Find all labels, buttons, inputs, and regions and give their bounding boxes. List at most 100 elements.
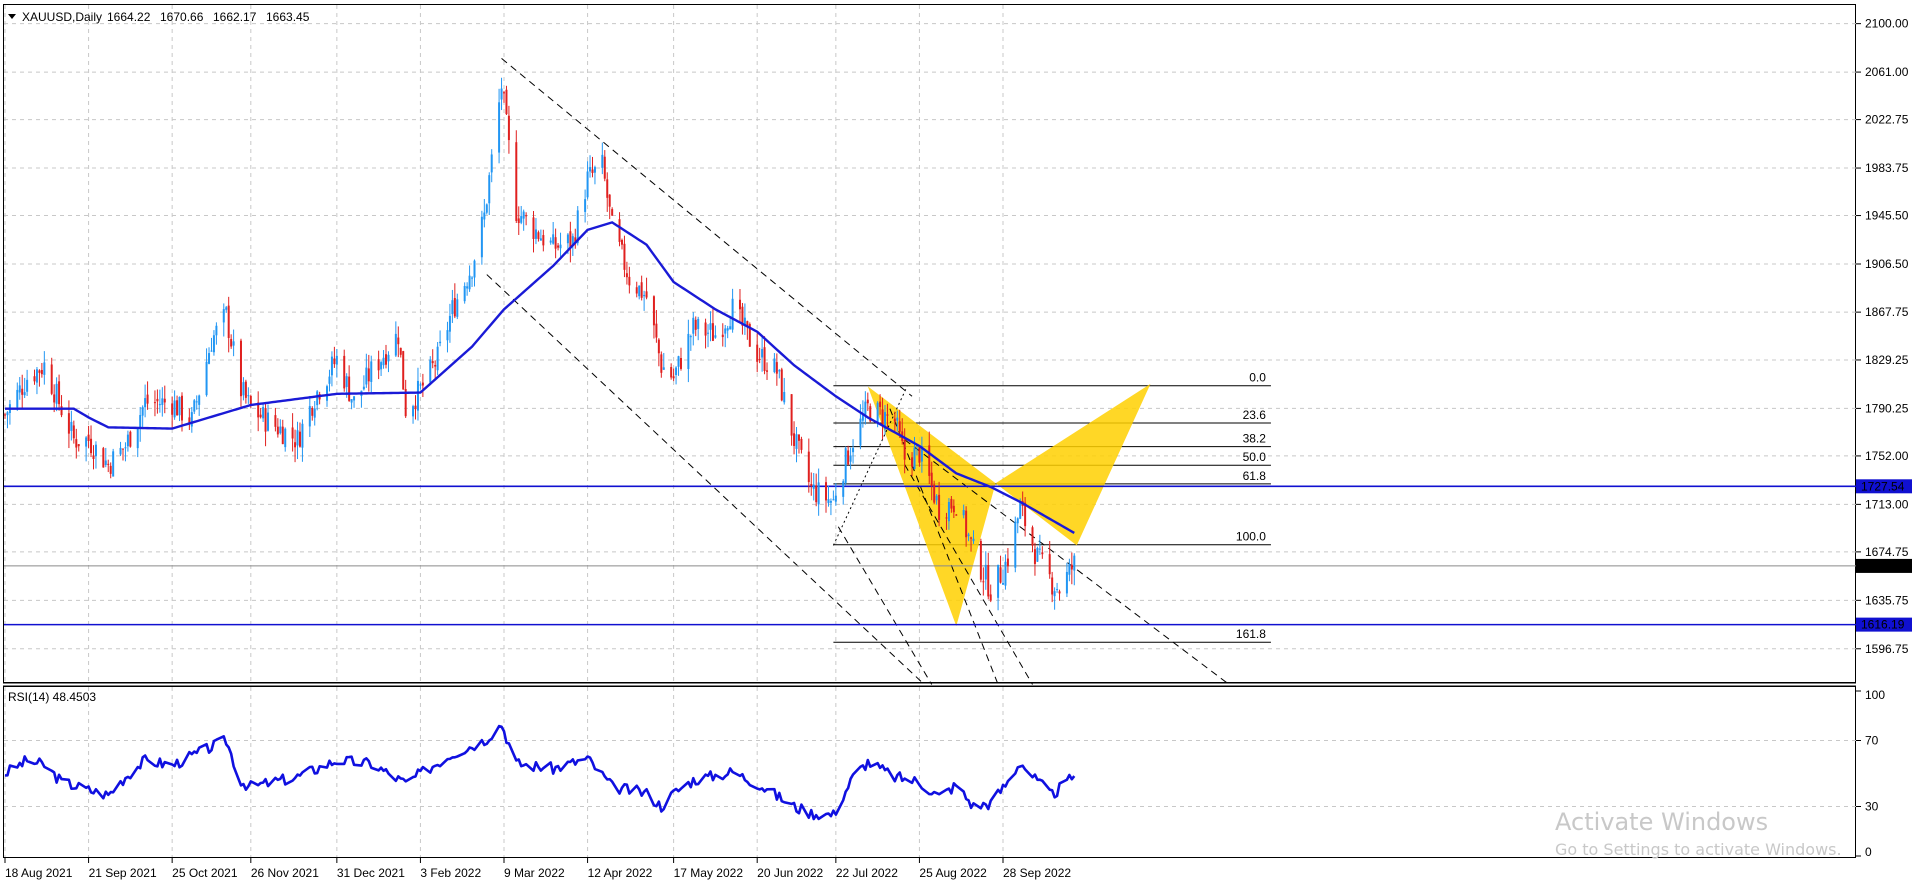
candle-body [75, 439, 78, 448]
time-tick-label: 9 Mar 2022 [504, 866, 565, 880]
candle-body [311, 408, 314, 416]
price-tick-label: 1752.00 [1865, 449, 1909, 463]
candle-body [982, 581, 985, 583]
candle-body [94, 444, 97, 457]
candle-body [259, 414, 262, 418]
candle-body [158, 404, 161, 406]
candle-body [640, 282, 643, 298]
candle-body [119, 447, 122, 455]
time-tick-label: 12 Apr 2022 [588, 866, 653, 880]
candle-body [370, 361, 373, 382]
candle-body [623, 243, 626, 270]
candle-body [935, 495, 938, 501]
candle-body [136, 427, 139, 449]
candle-body [490, 154, 493, 173]
candle-body [965, 510, 968, 538]
candle-body [35, 369, 38, 383]
candle-body [834, 495, 837, 502]
candle-body [952, 505, 955, 513]
candle-body [284, 428, 287, 448]
trend-line [904, 464, 1033, 685]
candle-body [144, 398, 147, 408]
candle-body [267, 412, 270, 431]
price-tick-label: 2100.00 [1865, 17, 1909, 31]
candle-body [711, 323, 714, 341]
candle-body [178, 396, 181, 416]
candle-body [1031, 527, 1034, 546]
candle-body [1070, 564, 1073, 570]
candle-body [503, 92, 505, 94]
candle-body [434, 365, 437, 367]
candle-body [552, 234, 555, 244]
candle-body [451, 300, 454, 315]
candle-body [746, 321, 749, 326]
candle-body [972, 538, 975, 542]
candle-body [576, 210, 579, 244]
candle-body [522, 211, 525, 219]
candle-body [741, 306, 744, 326]
candle-body [603, 156, 606, 179]
candle-body [679, 357, 682, 369]
candle-body [601, 154, 604, 168]
candle-body [731, 298, 734, 330]
price-tick-label: 1596.75 [1865, 642, 1909, 656]
price-tick-label: 1945.50 [1865, 209, 1909, 223]
candle-body [156, 398, 159, 402]
candle-body [453, 298, 456, 317]
candle-body [571, 236, 574, 245]
candle-body [163, 398, 166, 403]
candle-body [279, 426, 282, 434]
collapse-triangle-icon[interactable] [8, 14, 16, 19]
candle-body [402, 351, 405, 390]
candle-body [343, 355, 346, 389]
trend-line [486, 274, 925, 685]
candle-body [930, 472, 933, 486]
candle-body [483, 212, 486, 220]
ohlc-close: 1663.45 [266, 10, 310, 24]
candle-body [488, 175, 491, 204]
candle-body [480, 216, 483, 258]
fib-level-label: 23.6 [1243, 408, 1267, 422]
candle-body [591, 169, 594, 173]
candle-body [861, 414, 864, 421]
time-tick-label: 26 Nov 2021 [251, 866, 319, 880]
candle-body [249, 396, 252, 406]
candle-body [262, 406, 265, 419]
candle-body [92, 455, 95, 459]
candle-body [313, 408, 316, 418]
candle-body [962, 510, 965, 516]
candle-body [967, 534, 970, 537]
candle-body [748, 323, 751, 347]
candle-body [773, 358, 776, 373]
candle-body [419, 384, 422, 386]
time-tick-label: 28 Sep 2022 [1003, 866, 1071, 880]
candle-body [1033, 549, 1036, 564]
candle-body [124, 447, 127, 449]
candle-body [643, 294, 646, 297]
candle-body [210, 350, 213, 352]
candle-body [471, 277, 474, 279]
candle-body [232, 341, 235, 346]
candle-body [404, 388, 407, 417]
price-marker-box [1856, 558, 1912, 573]
candle-body [534, 229, 537, 239]
candle-body [173, 400, 176, 418]
candle-body [394, 333, 397, 356]
rsi-axis: 100 70 30 0 [1856, 688, 1885, 859]
candle-body [21, 388, 24, 395]
candle-body [298, 431, 301, 447]
candle-body [586, 171, 589, 198]
time-tick-label: 17 May 2022 [674, 866, 744, 880]
candle-body [153, 402, 156, 404]
candle-body [652, 296, 655, 326]
candle-body [660, 354, 663, 373]
rsi-tick-label: 70 [1865, 734, 1879, 748]
candle-body [180, 395, 183, 421]
candle-body [832, 499, 835, 501]
candle-body [869, 406, 872, 422]
candle-body [416, 380, 419, 411]
candle-body [1058, 591, 1061, 594]
candle-body [6, 412, 9, 416]
price-tick-label: 2061.00 [1865, 65, 1909, 79]
